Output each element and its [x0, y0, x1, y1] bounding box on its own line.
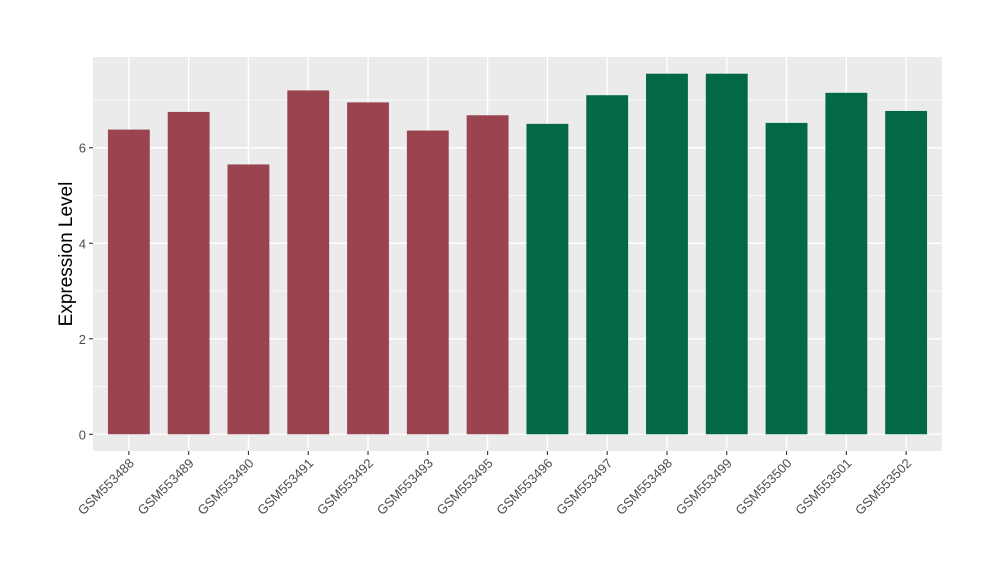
bar-GSM553501 — [825, 92, 868, 435]
bar-GSM553496 — [526, 123, 569, 435]
y-axis: 0 2 4 6 — [79, 141, 93, 442]
y-axis-label: Expression Level — [56, 182, 77, 327]
bar-GSM553499 — [705, 73, 748, 435]
x-tick-label: GSM553495 — [434, 456, 496, 518]
bar-GSM553502 — [885, 110, 928, 435]
x-tick-label: GSM553498 — [613, 456, 675, 518]
x-tick-label: GSM553492 — [314, 456, 376, 518]
x-tick-label: GSM553496 — [493, 456, 555, 518]
x-tick-label: GSM553497 — [553, 456, 615, 518]
bar-GSM553489 — [167, 111, 210, 435]
y-tick-label: 6 — [79, 141, 86, 156]
x-tick-label: GSM553499 — [673, 456, 735, 518]
x-tick-label: GSM553493 — [374, 456, 436, 518]
bar-GSM553495 — [466, 115, 509, 435]
y-tick-label: 0 — [79, 427, 86, 442]
bar-GSM553498 — [646, 73, 688, 435]
x-tick-label: GSM553488 — [75, 456, 137, 518]
bar-GSM553492 — [347, 102, 389, 435]
bars — [107, 73, 928, 435]
bar-GSM553491 — [287, 90, 330, 435]
x-tick-label: GSM553502 — [852, 456, 914, 518]
plot-panel — [93, 57, 942, 451]
y-tick-label: 4 — [79, 236, 86, 251]
bar-GSM553488 — [107, 129, 150, 435]
x-tick-label: GSM553489 — [135, 456, 197, 518]
bar-GSM553500 — [765, 122, 808, 435]
bar-GSM553490 — [227, 164, 270, 435]
bar-GSM553493 — [406, 130, 449, 435]
x-tick-label: GSM553500 — [732, 456, 794, 518]
x-tick-label: GSM553501 — [792, 456, 854, 518]
y-tick-label: 2 — [79, 332, 86, 347]
bar-GSM553497 — [586, 95, 629, 435]
x-tick-label: GSM553491 — [254, 456, 316, 518]
x-tick-label: GSM553490 — [194, 456, 256, 518]
x-axis: GSM553488GSM553489GSM553490GSM553491GSM5… — [75, 451, 914, 518]
